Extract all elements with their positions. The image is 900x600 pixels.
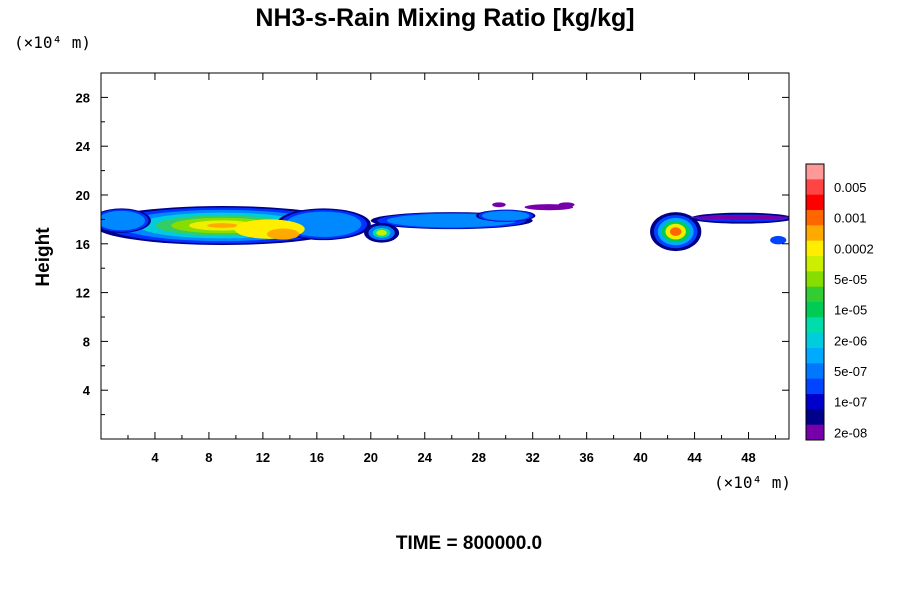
- x-tick-label: 4: [151, 450, 159, 465]
- colorbar-swatch: [806, 348, 824, 364]
- colorbar-swatch: [806, 271, 824, 288]
- y-unit-label: (×10⁴ m): [14, 33, 91, 52]
- contour-band: [207, 223, 238, 228]
- colorbar-swatch: [806, 225, 824, 242]
- colorbar-label: 5e-05: [834, 272, 867, 287]
- contour-band: [285, 211, 362, 237]
- colorbar-label: 1e-05: [834, 303, 867, 318]
- y-tick-label: 20: [76, 188, 90, 203]
- contour-tail: [492, 202, 506, 208]
- contour-cell: [376, 229, 387, 236]
- colorbar-label: 0.005: [834, 180, 867, 195]
- colorbar: 0.005 0.001 0.0002 5e-05 1e-05 2e-06 5e-07 1e-0…: [805, 163, 874, 441]
- x-tick-label: 12: [256, 450, 270, 465]
- colorbar-swatch: [806, 378, 824, 395]
- colorbar-swatch: [806, 302, 824, 318]
- contour-field: [101, 202, 789, 252]
- x-tick-label: 32: [525, 450, 539, 465]
- contour-east-cell: [670, 227, 682, 236]
- colorbar-swatch: [806, 256, 824, 272]
- time-label: TIME = 800000.0: [396, 533, 542, 554]
- contour-core: [266, 228, 300, 240]
- colorbar-swatch: [806, 179, 824, 196]
- colorbar-swatch: [806, 164, 824, 180]
- colorbar-swatch: [806, 194, 824, 211]
- contour-tail: [558, 202, 575, 208]
- x-tick-label: 36: [579, 450, 593, 465]
- contour-band: [101, 210, 145, 231]
- x-tick-label: 16: [310, 450, 324, 465]
- y-axis-label: Height: [33, 227, 54, 287]
- colorbar-label: 2e-06: [834, 333, 867, 348]
- y-tick-label: 12: [76, 286, 90, 301]
- contour-east-band: [770, 235, 787, 245]
- x-tick-label: 44: [687, 450, 702, 465]
- colorbar-label: 1e-07: [834, 395, 867, 410]
- y-tick-label: 28: [76, 90, 90, 105]
- colorbar-swatch: [806, 409, 824, 426]
- colorbar-frame: [805, 163, 825, 441]
- x-axis: 4 8 12 16 20 24 28 32 36 40 44 48: [127, 73, 777, 465]
- colorbar-swatch: [806, 240, 824, 257]
- chart-title: NH3-s-Rain Mixing Ratio [kg/kg]: [255, 4, 634, 32]
- colorbar-swatch: [806, 286, 824, 303]
- colorbar-label: 0.001: [834, 211, 867, 226]
- y-axis: 4 8 12 16 20 24 28: [76, 90, 789, 416]
- x-unit-label: (×10⁴ m): [714, 473, 791, 492]
- colorbar-swatch: [806, 363, 824, 380]
- colorbar-swatch: [806, 424, 824, 441]
- x-tick-label: 20: [364, 450, 378, 465]
- x-tick-label: 28: [471, 450, 485, 465]
- colorbar-swatch: [806, 394, 824, 410]
- x-tick-label: 48: [741, 450, 755, 465]
- colorbar-swatch: [806, 332, 824, 349]
- y-tick-label: 4: [83, 383, 91, 398]
- contour-east-band: [690, 215, 789, 220]
- x-tick-label: 24: [418, 450, 433, 465]
- colorbar-label: 0.0002: [834, 241, 874, 256]
- colorbar-label: 2e-08: [834, 425, 867, 440]
- y-tick-label: 16: [76, 237, 90, 252]
- colorbar-swatch: [806, 210, 824, 226]
- y-tick-label: 8: [83, 334, 90, 349]
- y-tick-label: 24: [76, 139, 91, 154]
- x-tick-label: 40: [633, 450, 647, 465]
- contour-band: [481, 210, 530, 221]
- x-tick-label: 8: [205, 450, 212, 465]
- colorbar-swatch: [806, 317, 824, 334]
- plot-frame: [100, 72, 790, 440]
- colorbar-label: 5e-07: [834, 364, 867, 379]
